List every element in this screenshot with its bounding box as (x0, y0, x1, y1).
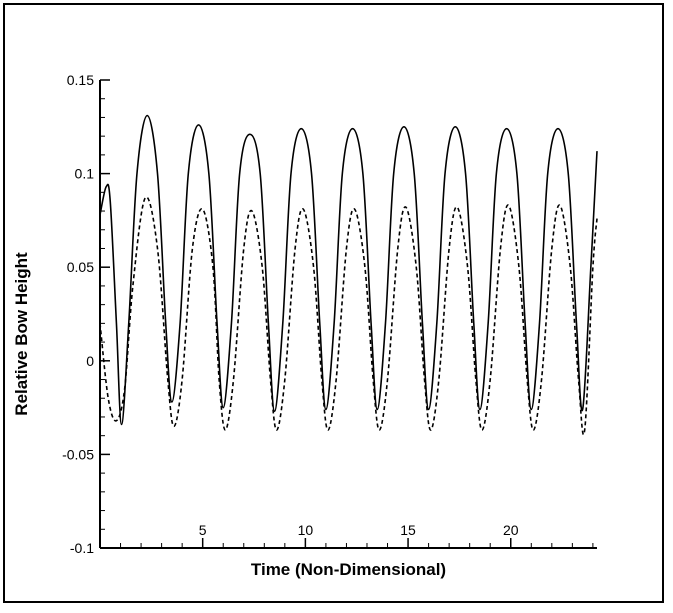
y-axis-title: Relative Bow Height (12, 252, 31, 416)
x-tick-label: 20 (503, 522, 519, 538)
tick-layer: -0.1 -0.05 0 0.05 0.1 0.15 5 10 15 20 (62, 72, 594, 556)
y-tick-label: 0.15 (67, 72, 94, 88)
y-tick-label: 0 (86, 353, 94, 369)
figure-frame (3, 3, 664, 603)
series-line-dashed (99, 196, 598, 436)
series-layer (99, 114, 598, 436)
axis-layer (99, 80, 597, 549)
series-line-solid (99, 114, 598, 426)
y-tick-label: -0.1 (70, 540, 94, 556)
x-tick-label: 15 (400, 522, 416, 538)
y-tick-label: 0.05 (67, 259, 94, 275)
x-axis-title: Time (Non-Dimensional) (251, 560, 446, 579)
x-tick-label: 10 (298, 522, 314, 538)
x-tick-label: 5 (199, 522, 207, 538)
y-tick-label: -0.05 (62, 446, 94, 462)
y-tick-label: 0.1 (75, 166, 95, 182)
